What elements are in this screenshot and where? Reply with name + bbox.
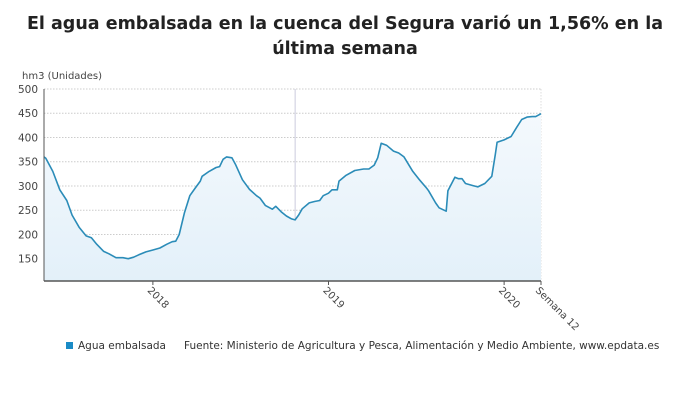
y-tick-label: 450 <box>18 108 38 120</box>
y-tick-label: 250 <box>18 205 38 217</box>
x-tick-label: 2018 <box>145 285 171 311</box>
y-tick-label: 200 <box>18 229 38 241</box>
legend-series-label[interactable]: Agua embalsada <box>78 340 166 352</box>
y-tick-label: 350 <box>18 157 38 169</box>
chart-title: El agua embalsada en la cuenca del Segur… <box>26 14 664 59</box>
y-tick-label: 150 <box>18 254 38 266</box>
legend: Agua embalsada Fuente: Ministerio de Agri… <box>66 340 659 352</box>
y-tick-label: 300 <box>18 181 38 193</box>
x-tick-label: Semana 12 <box>533 285 581 333</box>
legend-swatch <box>66 342 73 349</box>
series-line-agua-embalsada <box>43 112 542 260</box>
series-area <box>44 113 541 281</box>
x-tick-label: 2020 <box>496 285 522 311</box>
y-tick-label: 400 <box>18 132 38 144</box>
y-axis-label: hm3 (Unidades) <box>22 71 102 82</box>
source-note: Fuente: Ministerio de Agricultura y Pesc… <box>183 340 660 352</box>
y-tick-label: 500 <box>18 84 38 96</box>
x-tick-label: 2019 <box>320 285 346 311</box>
